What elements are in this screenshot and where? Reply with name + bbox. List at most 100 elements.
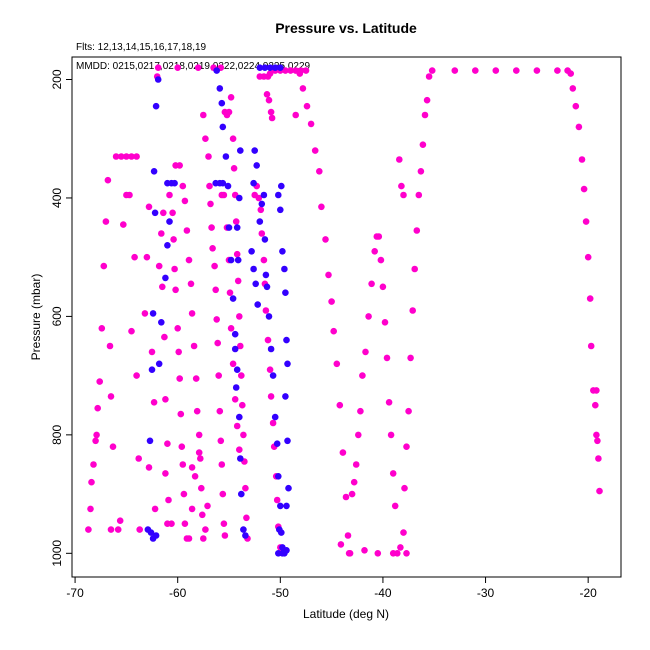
data-point-s1-11 <box>155 360 163 368</box>
data-point-s0-190 <box>350 478 358 486</box>
data-point-s0-217 <box>411 265 419 273</box>
data-point-s0-179 <box>322 236 329 243</box>
data-point-s0-49 <box>162 396 169 403</box>
data-point-s1-44 <box>248 248 255 255</box>
data-point-s0-98 <box>216 407 224 415</box>
x-tick-label-4: -30 <box>477 586 495 600</box>
data-point-s0-76 <box>190 342 198 350</box>
data-point-s0-71 <box>181 197 189 205</box>
data-point-s0-206 <box>387 431 395 439</box>
data-point-s0-236 <box>567 70 574 77</box>
data-point-s0-104 <box>195 449 203 456</box>
data-point-s1-72 <box>277 64 284 71</box>
data-point-s0-248 <box>593 431 600 439</box>
data-point-s0-193 <box>357 407 364 415</box>
data-point-s0-91 <box>208 224 215 231</box>
data-point-s0-70 <box>179 182 187 190</box>
data-point-s0-84 <box>202 526 209 533</box>
data-point-s0-57 <box>170 236 177 243</box>
data-point-s1-50 <box>260 191 268 199</box>
data-point-s1-25 <box>219 123 227 131</box>
data-point-s0-8 <box>98 325 106 332</box>
data-point-s0-211 <box>400 529 407 536</box>
data-point-s0-10 <box>102 218 110 225</box>
x-tick-label-5: -20 <box>579 586 597 600</box>
data-point-s1-85 <box>276 526 283 533</box>
data-point-s1-36 <box>240 526 247 533</box>
data-point-s1-35 <box>238 490 245 498</box>
data-point-s0-73 <box>185 256 193 264</box>
data-point-s0-75 <box>188 310 196 317</box>
data-point-s0-35 <box>150 399 158 406</box>
data-point-s1-45 <box>250 265 257 273</box>
data-point-s0-207 <box>389 470 397 477</box>
data-point-s0-255 <box>374 550 382 557</box>
data-point-s1-30 <box>229 295 237 302</box>
data-point-s0-177 <box>316 168 323 175</box>
data-point-s1-69 <box>261 64 269 71</box>
data-point-s0-27 <box>131 253 138 261</box>
data-point-s0-80 <box>197 455 204 462</box>
data-point-s0-0 <box>85 526 92 533</box>
data-point-s1-65 <box>251 147 258 154</box>
data-point-s0-40 <box>174 64 181 71</box>
data-point-s1-42 <box>231 345 239 353</box>
data-point-s0-247 <box>592 401 599 409</box>
data-point-s1-43 <box>232 384 240 391</box>
data-point-s1-55 <box>267 345 275 353</box>
data-point-s0-37 <box>151 505 159 513</box>
data-point-s0-163 <box>282 67 289 74</box>
data-point-s1-58 <box>273 440 281 448</box>
data-point-s0-96 <box>214 339 221 347</box>
data-point-s1-83 <box>285 484 292 492</box>
data-point-s1-3 <box>151 209 159 217</box>
data-point-s0-174 <box>303 102 311 110</box>
data-point-s0-164 <box>287 67 294 74</box>
data-point-s0-178 <box>318 203 325 211</box>
data-point-s0-250 <box>595 455 602 462</box>
data-point-s0-31 <box>141 310 149 317</box>
y-tick-label-4: 1000 <box>50 540 64 567</box>
data-point-s0-72 <box>183 227 191 234</box>
data-point-s1-79 <box>283 336 290 344</box>
data-point-s0-78 <box>193 407 201 415</box>
data-point-s0-22 <box>116 517 124 524</box>
data-point-s0-158 <box>267 108 275 116</box>
data-point-s0-229 <box>451 67 459 74</box>
data-point-s1-70 <box>266 64 274 71</box>
data-point-s0-258 <box>337 541 345 548</box>
data-point-s1-1 <box>152 102 160 110</box>
data-point-s0-32 <box>143 253 151 261</box>
data-point-s0-241 <box>580 185 588 193</box>
data-point-s0-36 <box>145 464 153 471</box>
data-point-s0-48 <box>161 333 168 341</box>
data-point-s0-197 <box>368 280 375 288</box>
data-point-s1-78 <box>282 289 289 297</box>
data-point-s0-19 <box>128 153 135 160</box>
data-point-s0-59 <box>172 286 179 294</box>
data-point-s0-34 <box>148 348 156 356</box>
data-point-s1-80 <box>284 360 291 368</box>
data-point-s0-117 <box>232 218 240 225</box>
data-point-s0-143 <box>258 230 266 237</box>
data-point-s0-51 <box>162 470 169 477</box>
data-point-s0-15 <box>107 526 115 533</box>
data-point-s0-238 <box>572 102 580 110</box>
x-tick-label-0: -70 <box>66 586 84 600</box>
data-point-s0-3 <box>90 461 97 468</box>
data-point-s0-23 <box>120 221 127 228</box>
data-point-s0-123 <box>239 401 246 409</box>
data-point-s1-52 <box>262 271 270 279</box>
data-point-s0-7 <box>96 378 103 385</box>
data-point-s0-254 <box>389 550 397 557</box>
x-tick-label-1: -60 <box>169 586 187 600</box>
data-point-s0-127 <box>243 514 250 522</box>
data-point-s0-6 <box>94 404 101 412</box>
data-point-s0-97 <box>215 372 222 379</box>
data-point-s0-99 <box>217 437 225 445</box>
data-point-s0-243 <box>584 253 592 261</box>
data-point-s0-25 <box>126 191 133 199</box>
data-point-s1-49 <box>258 200 266 208</box>
data-point-s0-253 <box>403 550 410 557</box>
data-point-s0-200 <box>375 233 383 240</box>
